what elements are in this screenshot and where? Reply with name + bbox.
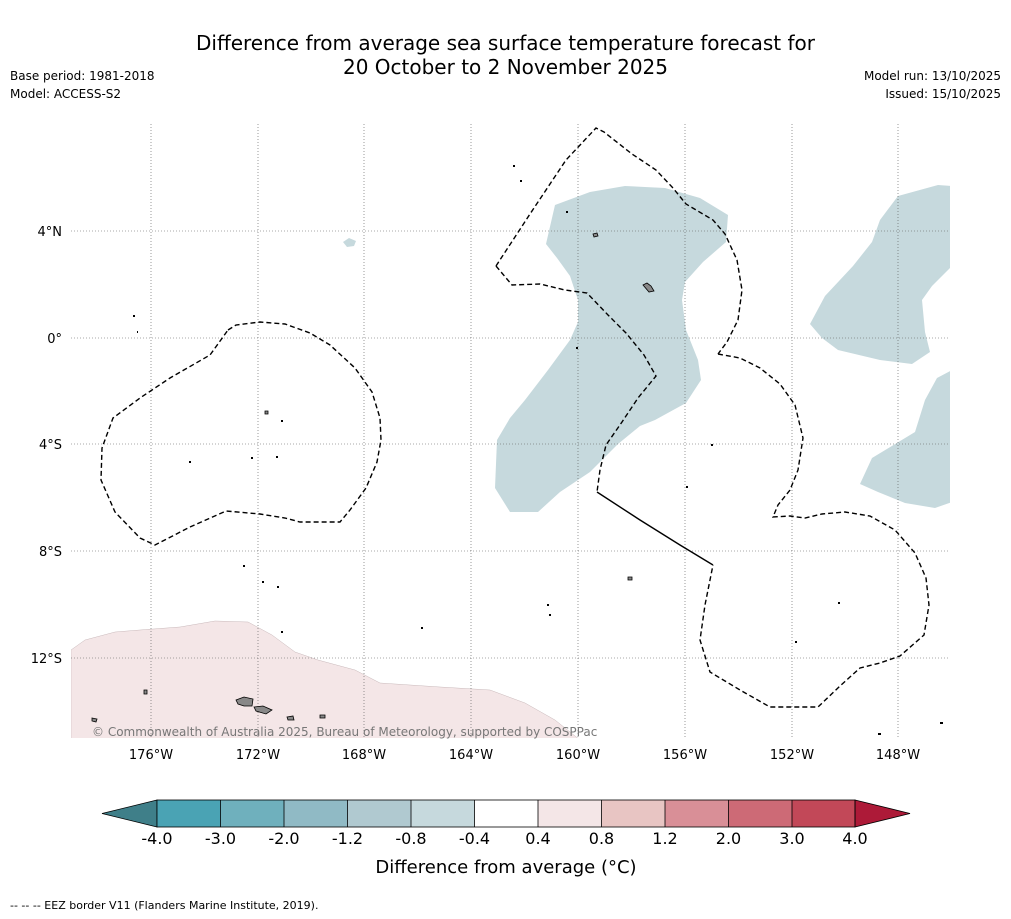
- map-area: [71, 124, 950, 738]
- cool-anomaly-region-central: [495, 186, 728, 512]
- eez-border-east: [699, 353, 930, 708]
- island-kiritimati: [642, 282, 655, 293]
- lon-label-168w: 168°W: [342, 748, 386, 763]
- lat-label-8s: 8°S: [39, 545, 62, 560]
- warm-anomaly-region: [71, 620, 578, 738]
- colorbar-left-extend: [101, 799, 158, 828]
- lat-label-4s: 4°S: [39, 438, 62, 453]
- colorbar-segment: [157, 800, 221, 827]
- colorbar-segment: [601, 800, 665, 827]
- eez-border-central: [495, 265, 657, 493]
- colorbar-tick-label: -0.8: [395, 829, 426, 848]
- colorbar-segment: [474, 800, 538, 827]
- lon-label-164w: 164°W: [449, 748, 493, 763]
- colorbar-tick-label: 0.4: [525, 829, 550, 848]
- cool-anomaly-region-east: [860, 371, 950, 508]
- cool-anomaly-spot: [343, 238, 356, 247]
- island-islet-f: [319, 714, 326, 719]
- colorbar-segment: [538, 800, 602, 827]
- title-line-2: 20 October to 2 November 2025: [342, 55, 669, 79]
- colorbar-segment: [220, 800, 284, 827]
- colorbar: -4.0 -3.0 -2.0 -1.2 -0.8 -0.4 0.4 0.8 1.…: [101, 799, 911, 878]
- colorbar-tick-label: 3.0: [779, 829, 804, 848]
- colorbar-tick-label: -4.0: [141, 829, 172, 848]
- lon-label-160w: 160°W: [556, 748, 600, 763]
- lat-label-12s: 12°S: [31, 652, 62, 667]
- meta-right: Model run: 13/10/2025 Issued: 15/10/2025: [864, 67, 1001, 103]
- colorbar-label: Difference from average (°C): [375, 857, 636, 878]
- eez-border-solid: [596, 491, 714, 566]
- colorbar-tick-label: -3.0: [205, 829, 236, 848]
- meta-left: Base period: 1981-2018 Model: ACCESS-S2: [10, 67, 155, 103]
- eez-footnote: -- -- -- EEZ border V11 (Flanders Marine…: [10, 899, 319, 912]
- colorbar-tick-label: -2.0: [268, 829, 299, 848]
- copyright-notice: © Commonwealth of Australia 2025, Bureau…: [92, 725, 597, 739]
- colorbar-right-extend: [854, 799, 911, 828]
- eez-borders: [100, 127, 930, 708]
- issued-date: Issued: 15/10/2025: [885, 87, 1001, 101]
- colorbar-segment: [665, 800, 729, 827]
- model-run: Model run: 13/10/2025: [863, 69, 1001, 83]
- colorbar-segment: [728, 800, 792, 827]
- eez-border-north: [495, 127, 743, 355]
- island-islet-a: [592, 232, 599, 238]
- lon-label-172w: 172°W: [236, 748, 280, 763]
- lat-label-0: 0°: [47, 332, 62, 347]
- islands: [91, 232, 655, 723]
- lon-label-176w: 176°W: [129, 748, 173, 763]
- lon-label-148w: 148°W: [876, 748, 920, 763]
- island-islet-c: [264, 410, 269, 415]
- colorbar-segment: [284, 800, 348, 827]
- island-islet-g: [91, 717, 98, 723]
- lon-label-152w: 152°W: [770, 748, 814, 763]
- island-islet-b: [143, 689, 148, 695]
- colorbar-tick-label: 2.0: [716, 829, 741, 848]
- colorbar-tick-label: 1.2: [652, 829, 677, 848]
- colorbar-segment: [411, 800, 475, 827]
- island-savaii: [235, 696, 254, 707]
- island-upolu: [253, 705, 273, 715]
- longitude-labels: 176°W 172°W 168°W 164°W 160°W 156°W 152°…: [129, 748, 920, 763]
- latitude-labels: 4°N 0° 4°S 8°S 12°S: [31, 225, 62, 667]
- eez-border-west: [100, 321, 382, 546]
- base-period: Base period: 1981-2018: [10, 69, 155, 83]
- lon-label-156w: 156°W: [663, 748, 707, 763]
- colorbar-segment: [792, 800, 855, 827]
- colorbar-tick-label: 4.0: [842, 829, 867, 848]
- island-islet-e: [286, 715, 295, 721]
- colorbar-segment: [347, 800, 411, 827]
- cool-anomaly-region-northeast: [810, 185, 950, 364]
- colorbar-tick-label: -1.2: [332, 829, 363, 848]
- model-name: Model: ACCESS-S2: [10, 87, 122, 101]
- grid-lines: [71, 124, 950, 738]
- island-islet-d: [627, 576, 633, 581]
- colorbar-tick-label: 0.8: [589, 829, 614, 848]
- lat-label-4n: 4°N: [38, 225, 63, 240]
- small-islets: [133, 165, 943, 735]
- map-title: Difference from average sea surface temp…: [0, 31, 1011, 79]
- title-line-1: Difference from average sea surface temp…: [195, 31, 815, 55]
- colorbar-tick-label: -0.4: [459, 829, 490, 848]
